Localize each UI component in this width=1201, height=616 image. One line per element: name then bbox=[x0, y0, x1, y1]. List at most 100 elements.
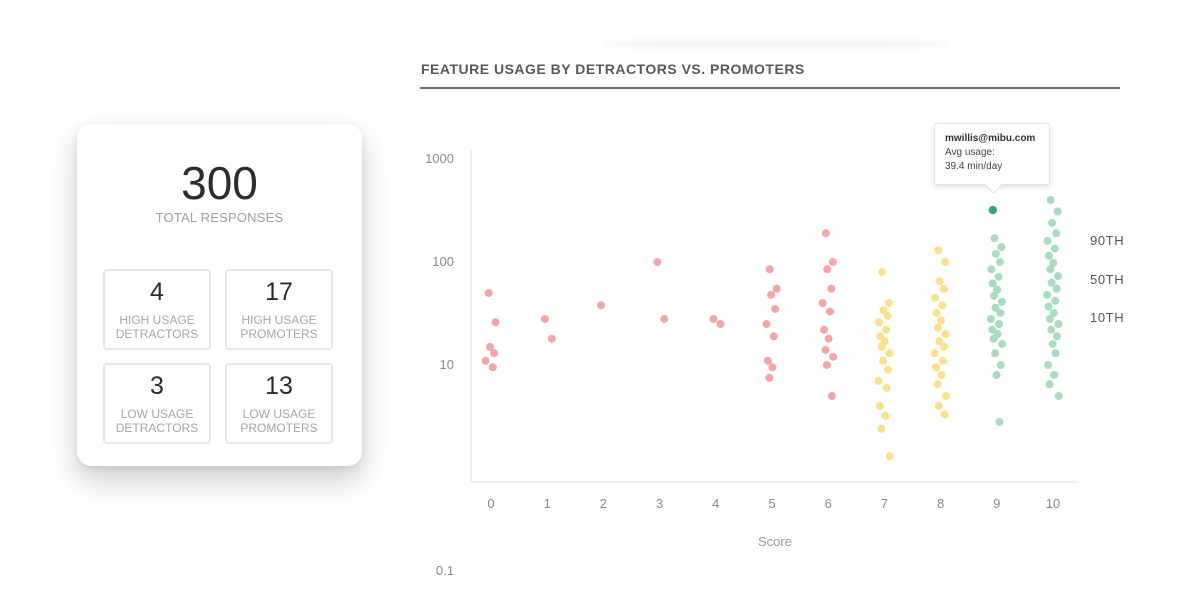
data-point[interactable] bbox=[660, 314, 669, 323]
data-point[interactable] bbox=[1044, 251, 1053, 260]
data-point[interactable] bbox=[877, 424, 886, 433]
data-point[interactable] bbox=[879, 306, 888, 315]
data-point[interactable] bbox=[1054, 272, 1062, 281]
data-point[interactable] bbox=[827, 284, 836, 293]
data-point[interactable] bbox=[990, 291, 999, 300]
data-point[interactable] bbox=[820, 325, 829, 334]
data-point[interactable] bbox=[1053, 207, 1062, 216]
data-point[interactable] bbox=[491, 318, 500, 327]
stat-low-usage-detractors[interactable]: 3 LOW USAGE DETRACTORS bbox=[103, 363, 211, 444]
data-point[interactable] bbox=[481, 356, 490, 365]
data-point[interactable] bbox=[771, 304, 780, 313]
data-point[interactable] bbox=[996, 258, 1004, 266]
data-point[interactable] bbox=[716, 320, 725, 329]
data-point[interactable] bbox=[995, 320, 1003, 329]
data-point[interactable] bbox=[1046, 265, 1055, 274]
data-point[interactable] bbox=[996, 308, 1005, 317]
data-point[interactable] bbox=[772, 284, 781, 293]
data-point[interactable] bbox=[991, 249, 1000, 258]
data-point[interactable] bbox=[935, 277, 944, 286]
data-point[interactable] bbox=[1047, 278, 1056, 287]
data-point[interactable] bbox=[992, 370, 1001, 379]
data-point[interactable] bbox=[934, 246, 943, 255]
data-point[interactable] bbox=[765, 265, 774, 274]
data-point[interactable] bbox=[1044, 361, 1053, 369]
data-point[interactable] bbox=[932, 363, 941, 372]
data-point[interactable] bbox=[941, 329, 950, 338]
data-point[interactable] bbox=[1048, 339, 1057, 348]
data-point[interactable] bbox=[486, 342, 495, 351]
data-point[interactable] bbox=[1051, 349, 1060, 358]
data-point[interactable] bbox=[828, 258, 837, 266]
data-point[interactable] bbox=[938, 301, 947, 310]
data-point[interactable] bbox=[933, 323, 942, 332]
data-point[interactable] bbox=[1043, 290, 1052, 299]
data-point[interactable] bbox=[990, 234, 999, 243]
data-point[interactable] bbox=[884, 365, 892, 374]
data-point[interactable] bbox=[885, 349, 894, 358]
data-point[interactable] bbox=[991, 349, 1000, 358]
stat-high-usage-promoters[interactable]: 17 HIGH USAGE PROMOTERS bbox=[225, 269, 333, 350]
data-point[interactable] bbox=[989, 334, 998, 343]
data-point[interactable] bbox=[932, 308, 941, 317]
data-point[interactable] bbox=[937, 370, 946, 379]
data-point[interactable] bbox=[1054, 392, 1063, 401]
data-point[interactable] bbox=[935, 337, 944, 346]
data-point[interactable] bbox=[878, 267, 887, 276]
data-point[interactable] bbox=[1044, 302, 1053, 311]
data-point[interactable] bbox=[768, 363, 777, 372]
data-point[interactable] bbox=[881, 411, 890, 420]
data-point[interactable] bbox=[818, 298, 827, 307]
data-point[interactable] bbox=[995, 417, 1004, 426]
data-point[interactable] bbox=[885, 298, 893, 307]
data-point[interactable] bbox=[762, 320, 771, 329]
data-point[interactable] bbox=[484, 289, 493, 298]
data-point[interactable] bbox=[823, 265, 832, 274]
data-point[interactable] bbox=[829, 352, 838, 361]
data-point[interactable] bbox=[996, 361, 1005, 369]
data-point[interactable] bbox=[1048, 218, 1057, 227]
data-point[interactable] bbox=[997, 242, 1006, 251]
data-point[interactable] bbox=[1046, 195, 1055, 204]
data-point[interactable] bbox=[988, 279, 997, 288]
data-point[interactable] bbox=[931, 293, 940, 302]
data-point[interactable] bbox=[653, 258, 662, 266]
data-point[interactable] bbox=[1052, 284, 1061, 293]
data-point[interactable] bbox=[940, 342, 949, 351]
data-point[interactable] bbox=[879, 356, 888, 365]
data-point[interactable] bbox=[1045, 314, 1054, 323]
data-point[interactable] bbox=[875, 401, 884, 410]
data-point[interactable] bbox=[763, 356, 772, 365]
data-point[interactable] bbox=[490, 349, 499, 358]
data-point[interactable] bbox=[997, 297, 1006, 306]
data-point[interactable] bbox=[597, 301, 606, 310]
data-point[interactable] bbox=[1054, 320, 1063, 329]
stat-low-usage-promoters[interactable]: 13 LOW USAGE PROMOTERS bbox=[225, 363, 333, 444]
data-point[interactable] bbox=[827, 392, 836, 401]
data-point[interactable] bbox=[993, 285, 1002, 294]
data-point[interactable] bbox=[1050, 244, 1059, 253]
data-point[interactable] bbox=[874, 376, 883, 385]
data-point[interactable] bbox=[1050, 370, 1059, 379]
data-point[interactable] bbox=[824, 334, 833, 343]
data-point[interactable] bbox=[933, 380, 942, 389]
data-point[interactable] bbox=[488, 363, 497, 372]
data-point[interactable] bbox=[821, 229, 830, 238]
data-point[interactable] bbox=[930, 349, 939, 358]
data-point[interactable] bbox=[1049, 258, 1058, 267]
data-point[interactable] bbox=[1049, 308, 1058, 317]
highlighted-point[interactable] bbox=[988, 205, 997, 215]
data-point[interactable] bbox=[998, 339, 1007, 348]
data-point[interactable] bbox=[769, 332, 778, 341]
data-point[interactable] bbox=[938, 356, 947, 365]
data-point[interactable] bbox=[988, 325, 997, 334]
data-point[interactable] bbox=[1045, 380, 1054, 389]
data-point[interactable] bbox=[767, 290, 776, 299]
data-point[interactable] bbox=[882, 383, 891, 392]
data-point[interactable] bbox=[883, 311, 892, 320]
data-point[interactable] bbox=[940, 410, 949, 419]
data-point[interactable] bbox=[994, 272, 1003, 281]
data-point[interactable] bbox=[765, 373, 774, 382]
data-point[interactable] bbox=[709, 314, 718, 323]
data-point[interactable] bbox=[826, 307, 834, 316]
